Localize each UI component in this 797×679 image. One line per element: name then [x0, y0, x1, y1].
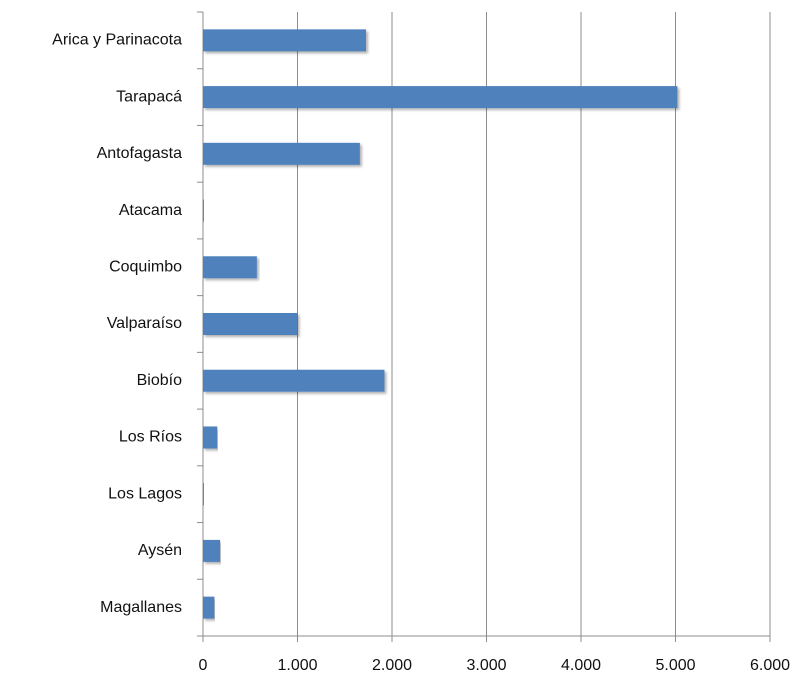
x-tick-label: 1.000	[277, 657, 317, 674]
y-tick-label: Antofagasta	[97, 145, 183, 162]
x-tick-label: 2.000	[372, 657, 412, 674]
bar	[203, 539, 221, 562]
bar	[203, 426, 218, 449]
y-tick-label: Arica y Parinacota	[52, 32, 182, 49]
y-tick-label: Biobío	[137, 372, 182, 389]
bar	[203, 199, 204, 222]
x-tick-label: 5.000	[655, 657, 695, 674]
y-tick-label: Tarapacá	[116, 88, 182, 105]
bar	[203, 369, 385, 392]
bar	[203, 29, 367, 52]
x-tick-label: 4.000	[561, 657, 601, 674]
x-tick-label: 0	[199, 657, 208, 674]
x-tick-label: 6.000	[750, 657, 790, 674]
y-tick-label: Magallanes	[100, 599, 182, 616]
x-tick-label: 3.000	[466, 657, 506, 674]
bar	[203, 256, 257, 279]
bar	[203, 86, 678, 109]
bar	[203, 142, 360, 165]
bar	[203, 483, 204, 506]
y-tick-label: Valparaíso	[107, 315, 182, 332]
y-tick-label: Atacama	[119, 202, 182, 219]
y-tick-label: Los Lagos	[108, 485, 182, 502]
y-tick-label: Coquimbo	[109, 258, 182, 275]
bar	[203, 596, 215, 619]
y-tick-label: Aysén	[138, 542, 182, 559]
y-tick-label: Los Ríos	[119, 429, 182, 446]
bar	[203, 313, 298, 335]
